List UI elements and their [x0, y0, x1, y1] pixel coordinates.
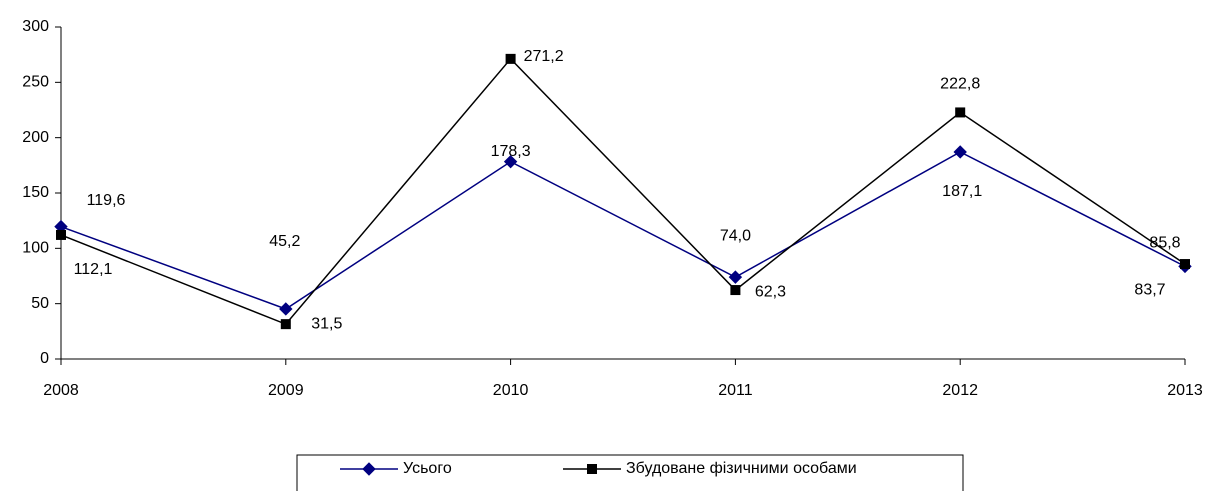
- x-tick-label: 2010: [493, 382, 529, 399]
- legend-marker: [587, 464, 597, 474]
- point: [1180, 259, 1190, 270]
- point: [280, 319, 291, 330]
- x-tick-label: 2013: [1167, 382, 1203, 399]
- data-label: 271,2: [524, 48, 564, 65]
- y-tick-label: 50: [31, 295, 49, 312]
- data-label: 74,0: [720, 227, 751, 244]
- legend-box: [296, 454, 964, 491]
- point: [505, 53, 516, 64]
- y-tick-label: 200: [22, 129, 49, 146]
- data-label: 222,8: [940, 76, 980, 93]
- point: [503, 154, 518, 169]
- y-tick-label: 100: [22, 240, 49, 257]
- data-label: 187,1: [942, 183, 982, 200]
- data-label: 31,5: [311, 315, 342, 332]
- legend-label: Усього: [403, 460, 452, 477]
- series-line: [60, 57, 1186, 326]
- legend-label: Збудоване фізичними особами: [626, 460, 857, 477]
- x-tick-label: 2012: [942, 382, 978, 399]
- data-label: 62,3: [755, 283, 786, 300]
- y-tick-label: 150: [22, 184, 49, 201]
- series-line: [60, 151, 1186, 310]
- data-label: 112,1: [74, 261, 113, 278]
- point: [955, 107, 966, 118]
- data-label: 178,3: [491, 143, 531, 160]
- data-label: 119,6: [87, 192, 126, 209]
- x-tick-label: 2011: [718, 382, 753, 399]
- data-label: 45,2: [269, 233, 300, 250]
- point: [730, 285, 741, 296]
- legend-marker: [362, 462, 376, 476]
- x-tick-label: 2009: [268, 382, 304, 399]
- y-tick-label: 0: [40, 350, 49, 367]
- point: [953, 145, 967, 159]
- point: [56, 229, 66, 240]
- x-tick-label: 2008: [43, 382, 79, 399]
- data-label: 83,7: [1134, 282, 1165, 299]
- point: [279, 302, 293, 316]
- point: [728, 270, 743, 284]
- y-tick-label: 250: [22, 74, 49, 91]
- data-label: 85,8: [1149, 234, 1180, 251]
- y-tick-label: 300: [22, 18, 49, 35]
